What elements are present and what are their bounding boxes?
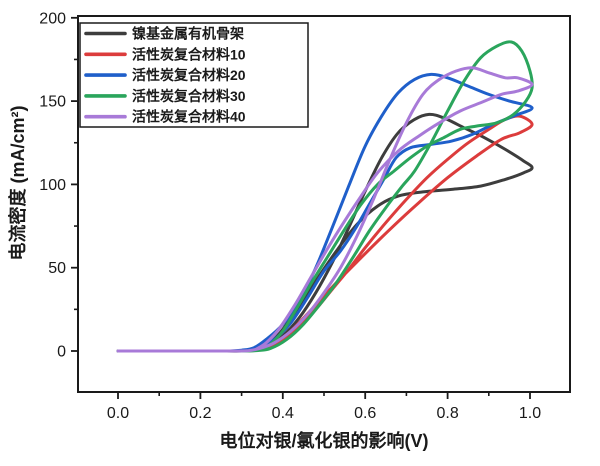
x-axis-title: 电位对银/氯化银的影响(V) bbox=[220, 430, 429, 451]
y-tick-label: 0 bbox=[57, 344, 66, 361]
series-curve-1 bbox=[116, 114, 534, 353]
series-curve-2 bbox=[116, 72, 534, 353]
y-tick-label: 200 bbox=[39, 10, 66, 27]
axis-ticks: 0.0 0.2 0.4 0.6 0.8 1.0 0 50 100 150 200 bbox=[39, 10, 541, 422]
x-tick-label: 0.8 bbox=[436, 405, 458, 422]
x-tick-label: 0.6 bbox=[354, 405, 376, 422]
y-tick-label: 50 bbox=[48, 260, 66, 277]
series-curve-3 bbox=[116, 40, 534, 353]
legend-entry-0: 镍基金属有机骨架 bbox=[84, 26, 244, 42]
x-tick-label: 0.4 bbox=[272, 405, 294, 422]
legend-entry-label: 镍基金属有机骨架 bbox=[132, 26, 244, 42]
legend-entry-3: 活性炭复合材料30 bbox=[84, 88, 246, 104]
y-tick-label: 150 bbox=[39, 94, 66, 111]
legend-entry-label: 活性炭复合材料40 bbox=[132, 109, 246, 125]
legend-entry-2: 活性炭复合材料20 bbox=[84, 67, 246, 83]
series-curve-0 bbox=[116, 112, 534, 353]
x-tick-label: 0.0 bbox=[107, 405, 129, 422]
x-tick-label: 0.2 bbox=[189, 405, 211, 422]
y-axis-title: 电流密度 (mA/cm²) bbox=[7, 105, 28, 260]
series-curves bbox=[116, 40, 534, 353]
legend-entry-label: 活性炭复合材料30 bbox=[132, 88, 246, 104]
y-tick-label: 100 bbox=[39, 177, 66, 194]
legend-entry-label: 活性炭复合材料20 bbox=[132, 67, 246, 83]
x-tick-label: 1.0 bbox=[519, 405, 541, 422]
series-curve-4 bbox=[116, 66, 534, 353]
legend-entry-4: 活性炭复合材料40 bbox=[84, 109, 246, 125]
legend-entry-1: 活性炭复合材料10 bbox=[84, 46, 246, 62]
legend-entry-label: 活性炭复合材料10 bbox=[132, 46, 246, 62]
